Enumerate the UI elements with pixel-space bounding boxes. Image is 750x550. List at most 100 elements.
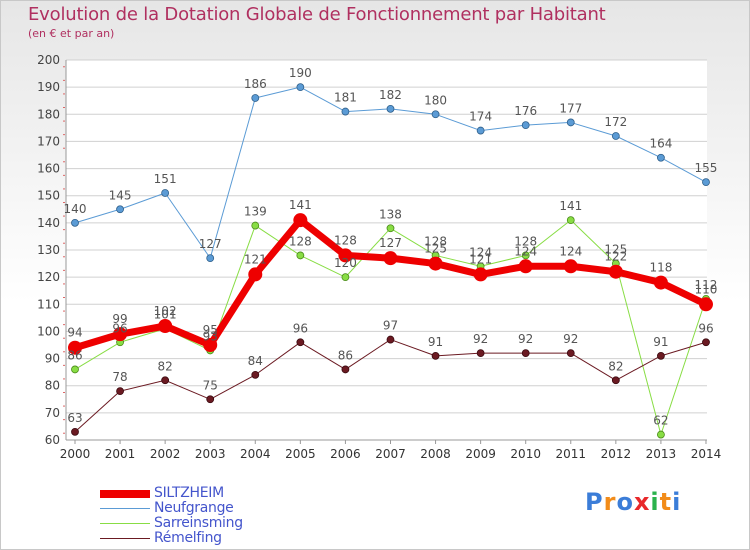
y-tick-label: 130 [37,243,60,257]
data-label: 176 [514,104,537,118]
data-point [161,189,170,197]
data-label: 112 [695,278,718,292]
data-point [296,338,305,347]
data-label: 177 [559,101,582,115]
data-label: 94 [67,326,82,340]
data-label: 172 [604,115,627,129]
data-point [296,83,305,92]
data-label: 139 [244,205,267,219]
data-label: 99 [112,312,127,326]
data-label: 121 [469,252,492,266]
data-point [653,275,668,290]
y-tick-label: 70 [45,406,60,420]
data-point [341,365,350,374]
y-tick-label: 160 [37,162,60,176]
brand-letter: o [616,488,634,516]
data-point [657,351,665,360]
brand-letter: r [603,488,617,516]
x-tick-label: 2008 [420,447,451,461]
brand-letter: t [659,488,673,516]
legend-swatch [100,507,150,510]
data-label: 110 [695,282,718,296]
data-point [293,213,308,228]
data-label: 127 [379,236,402,250]
data-point [428,256,443,271]
y-tick-label: 110 [37,297,60,311]
data-label: 125 [604,243,627,257]
x-tick-label: 2013 [646,447,677,461]
data-label: 63 [67,411,82,425]
data-label: 75 [203,378,218,392]
data-point [251,221,260,230]
data-label: 78 [112,370,127,384]
data-label: 125 [424,242,447,256]
legend-label: Rémelfing [154,530,222,546]
data-point [476,126,485,135]
data-label: 127 [199,237,222,251]
data-label: 96 [112,321,127,335]
data-point [521,349,530,358]
data-point [431,110,440,119]
chart-title: Evolution de la Dotation Globale de Fonc… [28,4,606,25]
data-label: 128 [514,234,537,248]
x-tick-label: 2001 [105,447,136,461]
data-label: 180 [424,93,447,107]
data-label: 151 [154,172,177,186]
data-point [341,273,350,282]
legend-label: SILTZHEIM [154,485,224,501]
y-tick-label: 80 [45,379,60,393]
data-label: 140 [64,202,87,216]
data-point [566,216,575,225]
data-label: 128 [424,234,447,248]
data-point [566,118,575,127]
brand-letter: i [672,488,682,516]
data-point [338,248,353,263]
y-tick-label: 200 [37,53,60,67]
data-point [71,218,79,227]
data-label: 164 [649,137,672,151]
legend-label: Neufgrange [154,500,234,516]
data-point [476,349,485,358]
data-point [116,387,124,396]
proxiti-logo: Proxiti [585,488,681,516]
x-tick-label: 2006 [330,447,361,461]
data-label: 86 [338,348,353,362]
data-point [251,94,260,102]
legend-label: Sarreinsming [154,515,243,531]
data-point [386,224,395,233]
data-label: 86 [67,348,82,362]
data-label: 91 [428,335,443,349]
data-label: 118 [649,261,672,275]
data-point [386,335,395,344]
data-label: 182 [379,88,402,102]
data-point [71,365,79,374]
data-label: 62 [653,414,668,428]
data-point [431,351,440,360]
data-point [383,251,398,266]
legend-swatch [100,522,150,525]
data-label: 145 [109,188,132,202]
data-label: 181 [334,91,357,105]
data-point [296,251,305,260]
data-point [158,319,173,333]
y-tick-label: 140 [37,216,60,230]
data-point [566,349,575,358]
data-point [248,267,263,282]
x-tick-label: 2011 [555,447,586,461]
data-label: 128 [289,234,312,248]
x-tick-label: 2002 [150,447,181,461]
x-tick-label: 2005 [285,447,316,461]
x-tick-label: 2000 [60,447,91,461]
data-point [657,153,665,162]
data-point [608,264,623,279]
y-tick-label: 170 [37,134,60,148]
legend-swatch [100,489,150,498]
data-label: 124 [514,244,537,258]
y-tick-label: 150 [37,189,60,203]
y-tick-label: 100 [37,324,60,338]
data-label: 97 [383,319,398,333]
data-label: 124 [559,244,582,258]
data-point [116,205,124,214]
data-point [113,327,128,342]
data-point [702,338,710,347]
